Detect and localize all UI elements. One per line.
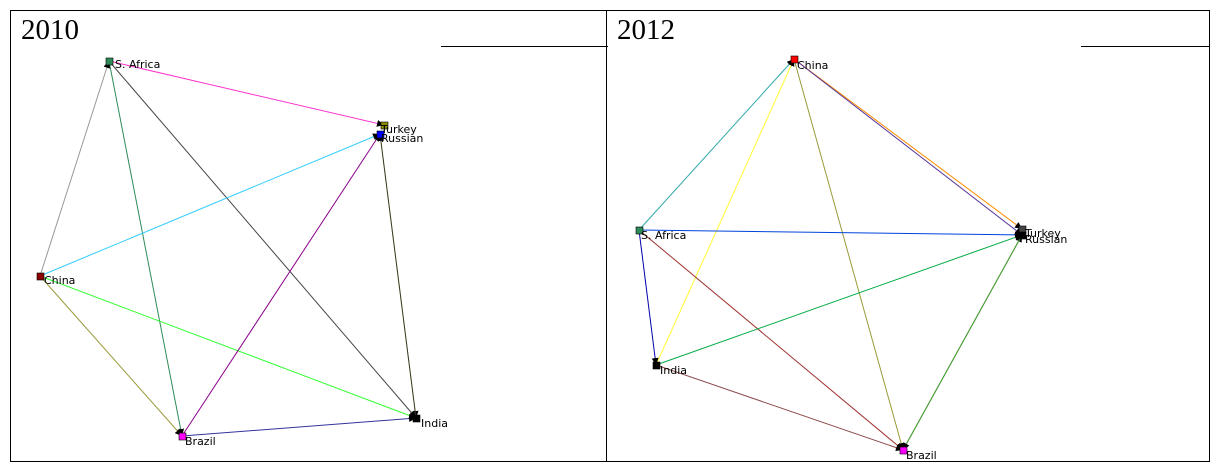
node-india [653,362,660,369]
edge-s-africa-to-russian [639,230,1022,235]
node-india [413,415,420,422]
edge-china-to-russian [40,134,380,276]
edge-china-to-turkey [794,59,1022,229]
node-label-brazil: Brazil [185,435,216,448]
edge-china-to-brazil [40,276,182,436]
edge-s-africa-to-brazil [639,230,903,450]
node-label-india: India [660,364,687,377]
edge-s-africa-to-india [109,61,416,418]
edge-s-africa-to-brazil [109,61,182,436]
edge-china-to-russian [794,59,1022,235]
node-label-russian: Russian [1025,233,1067,246]
panel-2012: 2012 China Turkey Russian S. Africa India Bra… [607,10,1210,462]
edge-china-to-brazil [794,59,903,450]
edge-china-to-india [40,276,416,418]
node-label-russian: Russian [381,132,423,145]
edge-india-to-russian [380,134,416,418]
edge-china-to-s-africa [40,61,109,276]
edge-russian-to-brazil [903,235,1022,450]
edge-s-africa-to-india [639,230,656,365]
node-label-china: China [44,274,75,287]
node-label-india: India [421,417,448,430]
edge-s-africa-to-china [639,59,794,230]
node-china [37,273,44,280]
edge-brazil-to-india [182,418,416,436]
edge-india-to-russian [656,235,1022,365]
node-s-africa [106,58,113,65]
edge-brazil-to-russian [182,134,380,436]
edge-india-to-brazil [656,365,903,450]
node-label-s-africa: S. Africa [641,229,686,242]
node-label-brazil: Brazil [906,449,937,462]
edge-india-to-china [656,59,794,365]
node-label-s-africa: S. Africa [115,58,160,71]
panel-2010: 2010 S. Africa Turkey Russian China India Bra… [10,10,607,462]
node-label-china: China [797,59,828,72]
